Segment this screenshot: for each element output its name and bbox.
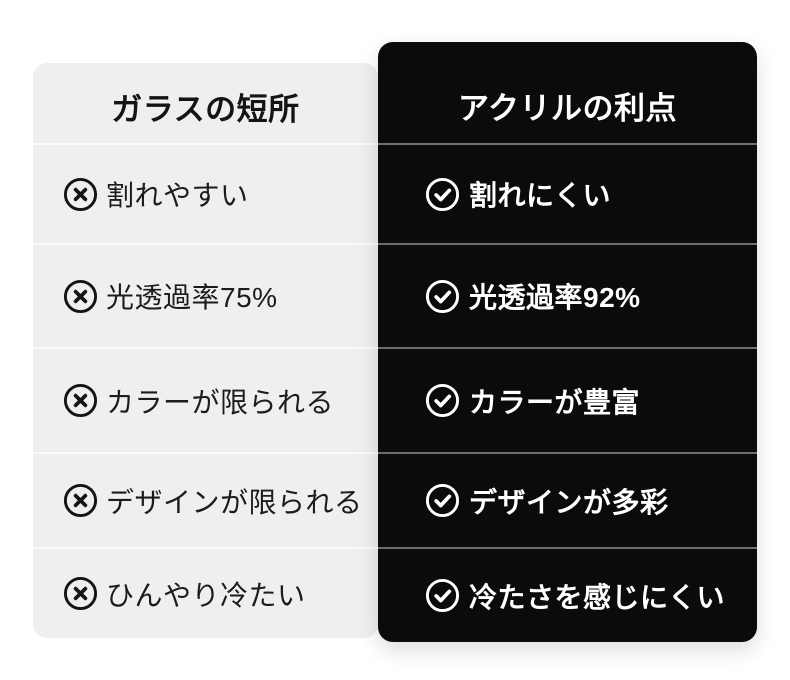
table-row: ひんやり冷たい: [33, 547, 378, 638]
cross-circle-icon: [62, 176, 99, 213]
check-circle-icon: [424, 577, 461, 614]
check-circle-icon: [424, 482, 461, 519]
cross-circle-icon: [62, 382, 99, 419]
acrylic-pros-panel: アクリルの利点 割れにくい 光透過率92% カラーが豊富 デザインが多彩: [378, 42, 757, 642]
table-row: 光透過率75%: [33, 243, 378, 347]
table-row: 光透過率92%: [378, 243, 757, 347]
check-circle-icon: [424, 176, 461, 213]
table-row: デザインが多彩: [378, 452, 757, 547]
glass-cons-panel: ガラスの短所 割れやすい 光透過率75% カラーが限られる デザインが限られる: [33, 63, 378, 638]
table-row: カラーが豊富: [378, 347, 757, 452]
cross-circle-icon: [62, 278, 99, 315]
con-item-label: ひんやり冷たい: [106, 579, 306, 611]
acrylic-pros-header: アクリルの利点: [458, 91, 677, 126]
pro-item-label: 冷たさを感じにくい: [469, 581, 725, 613]
cross-circle-icon: [62, 482, 99, 519]
cross-circle-icon: [62, 575, 99, 612]
pro-item-label: 割れにくい: [469, 180, 611, 211]
check-circle-icon: [424, 278, 461, 315]
pro-item-label: カラーが豊富: [469, 386, 641, 418]
pro-item-label: 光透過率92%: [469, 282, 641, 313]
glass-cons-header: ガラスの短所: [111, 91, 300, 127]
con-item-label: デザインが限られる: [106, 486, 363, 518]
con-item-label: 割れやすい: [106, 180, 249, 211]
table-row: デザインが限られる: [33, 452, 378, 547]
pro-item-label: デザインが多彩: [469, 486, 669, 518]
con-item-label: カラーが限られる: [106, 386, 335, 418]
table-row: 割れにくい: [378, 143, 757, 243]
table-row: カラーが限られる: [33, 347, 378, 452]
table-row: 冷たさを感じにくい: [378, 547, 757, 642]
check-circle-icon: [424, 382, 461, 419]
table-row: 割れやすい: [33, 143, 378, 243]
con-item-label: 光透過率75%: [106, 282, 278, 313]
